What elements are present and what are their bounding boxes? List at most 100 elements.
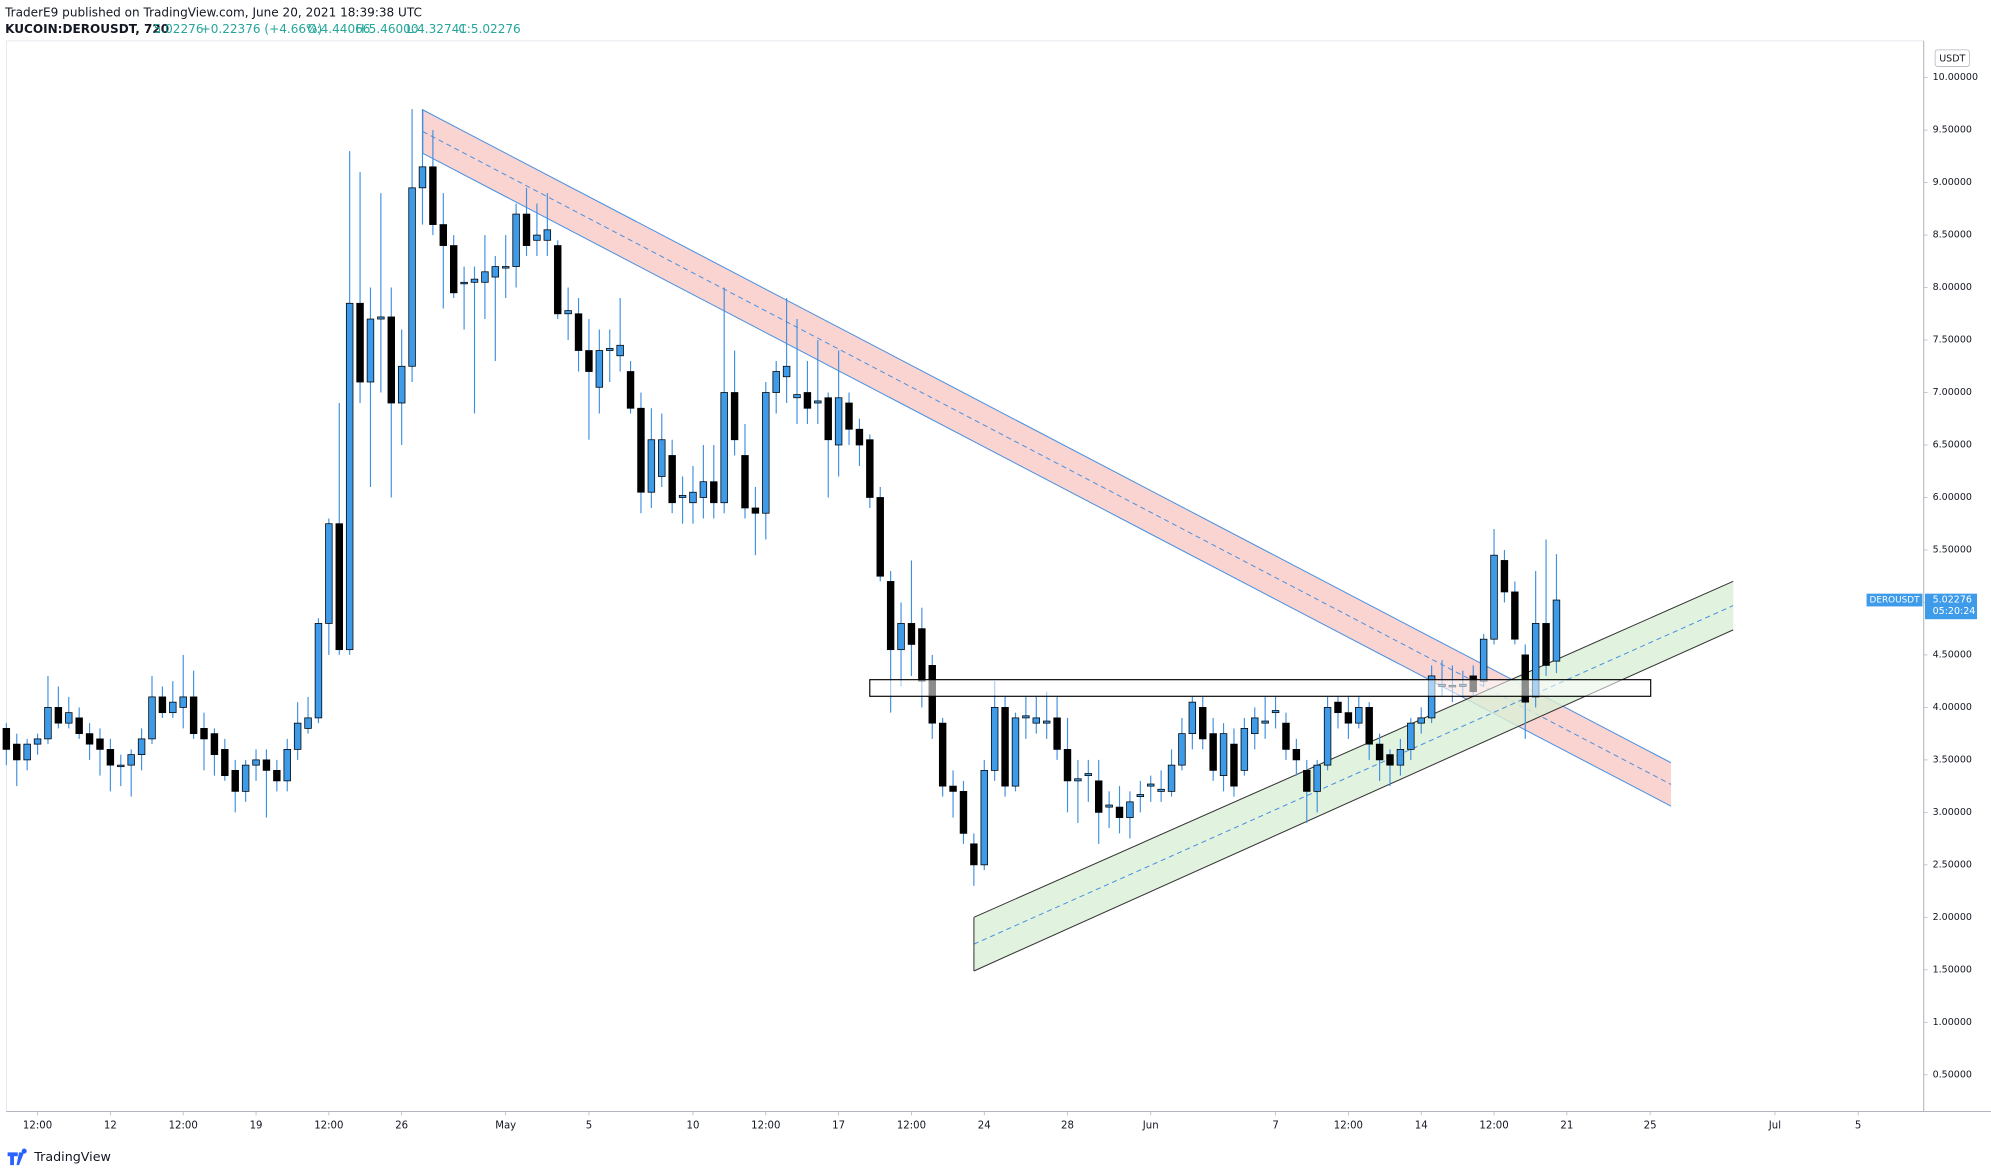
candle-body (762, 392, 770, 514)
candle-body (1157, 788, 1165, 792)
channel-line (422, 152, 1672, 807)
candle-body (543, 229, 552, 241)
candle-body (304, 717, 312, 729)
x-tick-label: 5 (586, 1121, 592, 1132)
logo (7, 1148, 27, 1166)
candle-body (741, 455, 749, 509)
footer: TradingView (7, 1148, 111, 1166)
candle-body (876, 497, 884, 577)
x-tick-label: 12 (104, 1121, 117, 1132)
y-tick-label: 1.00000 (1933, 1017, 1972, 1028)
x-tick-label: 14 (1415, 1121, 1428, 1132)
candle-body (1261, 720, 1269, 724)
x-tick-label: 12:00 (1334, 1121, 1363, 1132)
price-tag-box (1924, 593, 1978, 620)
candle-body (1063, 749, 1072, 782)
candle-body (1074, 778, 1082, 782)
candle-body (574, 313, 583, 351)
candle-body (1251, 717, 1259, 735)
candle-body (938, 722, 947, 787)
publisher: TraderE9 published on TradingView.com, J… (4, 5, 422, 19)
candle-body (1417, 717, 1425, 724)
candle-body (1365, 707, 1373, 745)
candle-body (241, 764, 250, 792)
x-tick-label: 12:00 (23, 1121, 52, 1132)
candle-body (314, 623, 323, 719)
y-tick-label: 4.00000 (1933, 702, 1972, 713)
candle-body (106, 749, 115, 766)
candle-body (158, 696, 167, 714)
symbol-tag: DEROUSDT (1869, 596, 1920, 606)
candle-body (678, 494, 687, 498)
candle-body (1240, 728, 1249, 771)
candle-body (1490, 554, 1498, 640)
candle-body (1126, 801, 1134, 818)
y-tick-label: 6.50000 (1933, 439, 1972, 450)
candle-body (918, 628, 926, 682)
candle-body (772, 371, 780, 393)
countdown: 05:20:24 (1933, 606, 1976, 617)
candle-body (397, 365, 406, 404)
candle-body (564, 310, 572, 315)
candle-body (210, 733, 219, 756)
candle-body (647, 439, 656, 493)
candle-body (13, 743, 21, 761)
candle-body (907, 623, 916, 645)
y-tick-label: 10.00000 (1933, 72, 1978, 83)
candle-body (470, 278, 479, 283)
candle-body (1375, 743, 1384, 761)
last-price: 5.02276 (154, 22, 204, 36)
y-tick-label: 9.00000 (1933, 177, 1972, 188)
channel-mid (422, 131, 1672, 785)
candle-body (689, 491, 697, 504)
candle-body (886, 581, 895, 651)
candle-body (1094, 780, 1103, 813)
symbol: KUCOIN:DEROUSDT, 720 (5, 22, 169, 36)
candle-body (75, 717, 83, 735)
candle-body (85, 733, 94, 745)
x-tick-label: 5 (1855, 1121, 1861, 1132)
candle-body (1022, 715, 1030, 719)
candle-body (897, 623, 905, 651)
candle-body (845, 402, 853, 430)
candle-body (179, 696, 187, 708)
descending-channel (422, 109, 1672, 807)
candle-body (262, 759, 271, 771)
candle-body (522, 213, 531, 246)
candle-body (866, 439, 874, 498)
candle-body (189, 696, 198, 735)
x-tick-label: 12:00 (897, 1121, 926, 1132)
candle-body (970, 843, 978, 866)
x-tick-label: 28 (1061, 1121, 1074, 1132)
candle-body (1147, 783, 1155, 787)
candle-body (221, 749, 229, 777)
y-tick-label: 7.00000 (1933, 387, 1972, 398)
x-tick-label: 19 (250, 1121, 263, 1132)
x-tick-label: May (495, 1121, 516, 1132)
candle-body (65, 712, 73, 724)
ohlc-close: C:5.02276 (458, 22, 520, 36)
candle-body (595, 350, 604, 388)
candle-body (1115, 806, 1124, 818)
candle-body (366, 318, 375, 383)
candle-body (1219, 733, 1228, 777)
candle-body (606, 348, 614, 351)
candle-body (1011, 717, 1020, 787)
candle-body (1188, 701, 1197, 735)
candle-body (1282, 722, 1290, 750)
candle-body (1001, 707, 1009, 787)
candle-body (96, 738, 104, 750)
candle-body (273, 769, 281, 782)
y-tick-label: 3.50000 (1933, 754, 1972, 765)
candle-body (33, 738, 42, 745)
x-tick-label: Jul (1768, 1121, 1781, 1132)
candle-body (1084, 773, 1093, 777)
candle-body (252, 759, 260, 766)
candle-body (356, 302, 364, 383)
candle-body (1230, 743, 1238, 787)
candle-body (169, 701, 177, 714)
candle-body (44, 707, 52, 740)
x-tick-label: 12:00 (1479, 1121, 1508, 1132)
